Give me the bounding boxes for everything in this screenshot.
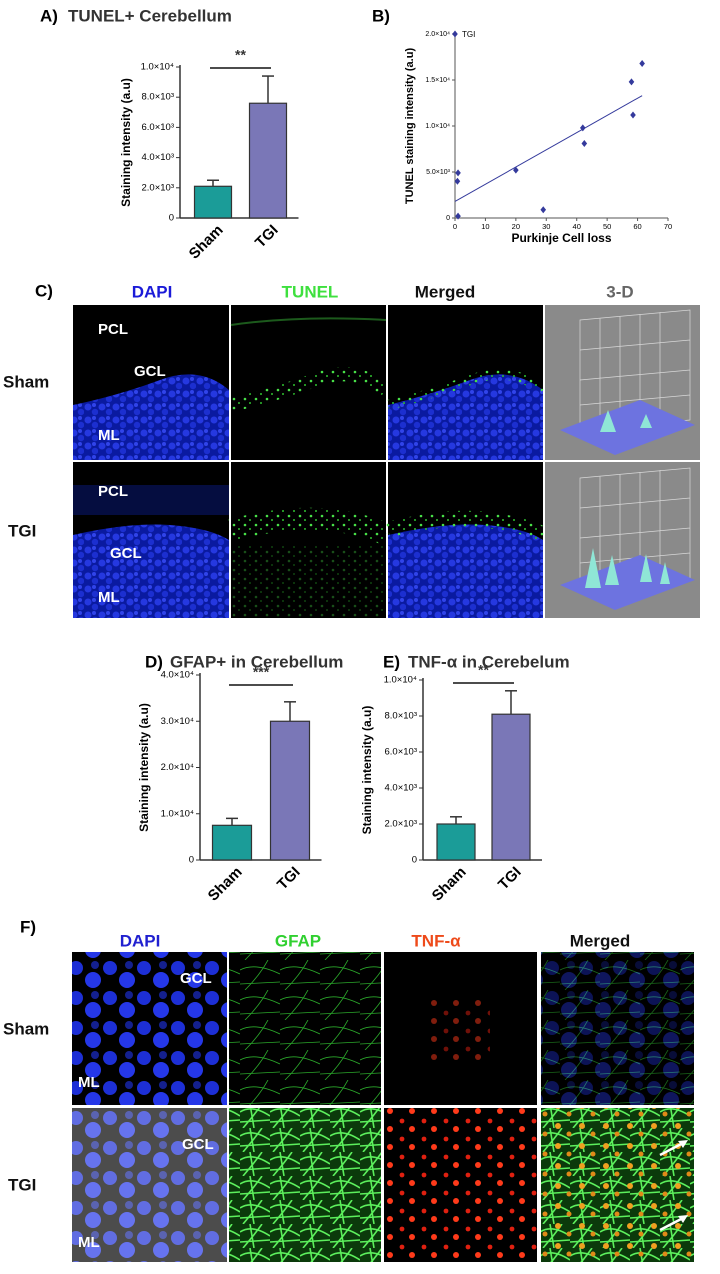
x-tick-label: 50	[603, 222, 611, 231]
chart-title: GFAP+ in Cerebellum	[170, 652, 343, 671]
y-axis-label: TUNEL staining intensity (a.u)	[404, 48, 416, 205]
bar	[269, 720, 311, 861]
significance-label: **	[235, 47, 246, 63]
y-tick-label: 1.0×10⁴	[384, 675, 417, 686]
legend-label: TGI	[462, 30, 475, 39]
x-tick-label: 40	[573, 222, 581, 231]
panel-label: B)	[372, 6, 390, 25]
point	[581, 139, 588, 147]
point	[540, 206, 547, 214]
row-label: Sham	[3, 1019, 49, 1038]
bar	[248, 102, 288, 219]
y-tick-label: 2.0×10³	[142, 182, 175, 193]
y-tick-label: 5.0×10³	[426, 169, 451, 176]
row-label: TGI	[8, 521, 36, 540]
panel-f-images	[72, 952, 694, 1262]
x-tick-label: TGI	[274, 864, 304, 894]
y-tick-label: 2.0×10³	[385, 819, 418, 830]
panel-label: A)	[40, 6, 58, 25]
panel-c-images	[73, 305, 700, 618]
bar	[193, 185, 233, 219]
point	[628, 78, 635, 86]
y-tick-label: 4.0×10³	[142, 152, 175, 163]
y-tick-label: 6.0×10³	[142, 122, 175, 133]
x-tick-label: 30	[542, 222, 550, 231]
layer-label: ML	[78, 1234, 100, 1251]
y-axis-label: Staining intensity (a.u)	[137, 703, 151, 832]
panel-label: E)	[383, 652, 400, 671]
y-tick-label: 1.0×10⁴	[425, 123, 450, 130]
bar	[211, 824, 253, 861]
y-tick-label: 1.0×10⁴	[161, 808, 194, 819]
column-header: Merged	[415, 282, 475, 301]
y-tick-label: 0	[412, 855, 417, 866]
y-tick-label: 3.0×10⁴	[161, 716, 194, 727]
layer-label: ML	[78, 1074, 100, 1091]
panel-label: D)	[145, 652, 163, 671]
column-header: TUNEL	[282, 282, 339, 301]
row-label: Sham	[3, 372, 49, 391]
layer-label: GCL	[110, 545, 142, 562]
column-header: Merged	[570, 931, 630, 950]
significance-label: ***	[253, 664, 270, 680]
x-tick-label: 0	[453, 222, 457, 231]
y-axis-label: Staining intensity (a.u)	[360, 706, 374, 835]
column-header: DAPI	[120, 931, 161, 950]
point	[513, 166, 519, 174]
x-tick-label: TGI	[495, 864, 525, 894]
column-header: 3-D	[606, 282, 633, 301]
y-tick-label: 0	[169, 213, 174, 224]
y-tick-label: 8.0×10³	[385, 711, 418, 722]
legend-marker	[452, 30, 458, 38]
point	[580, 124, 586, 132]
trend-line	[454, 95, 643, 202]
point	[455, 169, 461, 177]
column-header: GFAP	[275, 931, 321, 950]
x-tick-label: Sham	[205, 864, 246, 905]
layer-label: GCL	[180, 970, 212, 987]
layer-label: GCL	[134, 363, 166, 380]
y-axis-label: Staining intensity (a.u)	[119, 78, 133, 207]
y-tick-label: 2.0×10⁴	[425, 31, 450, 38]
panel-label: F)	[20, 917, 36, 936]
layer-label: ML	[98, 427, 120, 444]
column-header: TNF-α	[411, 931, 461, 950]
y-tick-label: 6.0×10³	[385, 747, 418, 758]
x-tick-label: 70	[664, 222, 672, 231]
y-tick-label: 8.0×10³	[142, 92, 175, 103]
x-tick-label: 60	[633, 222, 641, 231]
bar	[436, 823, 476, 861]
chart-title: TNF-α in Cerebelum	[408, 652, 570, 671]
y-tick-label: 0	[189, 855, 194, 866]
layer-label: GCL	[182, 1136, 214, 1153]
panel-label: C)	[35, 281, 53, 300]
y-tick-label: 0	[446, 215, 450, 222]
significance-label: **	[478, 662, 489, 678]
x-tick-label: TGI	[252, 222, 282, 252]
y-tick-label: 4.0×10³	[385, 783, 418, 794]
y-tick-label: 2.0×10⁴	[161, 762, 194, 773]
point	[630, 111, 636, 119]
bar	[491, 713, 531, 861]
x-tick-label: Sham	[186, 222, 227, 263]
x-tick-label: 10	[481, 222, 489, 231]
point	[455, 212, 461, 220]
chart-title: TUNEL+ Cerebellum	[68, 6, 232, 25]
layer-label: ML	[98, 589, 120, 606]
point	[454, 177, 461, 185]
x-axis-label: Purkinje Cell loss	[511, 231, 611, 245]
x-tick-label: Sham	[429, 864, 470, 905]
point	[639, 59, 645, 67]
row-label: TGI	[8, 1175, 36, 1194]
column-header: DAPI	[132, 282, 173, 301]
layer-label: PCL	[98, 483, 128, 500]
y-tick-label: 1.5×10⁴	[425, 77, 450, 84]
x-tick-label: 20	[512, 222, 520, 231]
layer-label: PCL	[98, 321, 128, 338]
y-tick-label: 4.0×10⁴	[161, 670, 194, 681]
y-tick-label: 1.0×10⁴	[141, 62, 174, 73]
